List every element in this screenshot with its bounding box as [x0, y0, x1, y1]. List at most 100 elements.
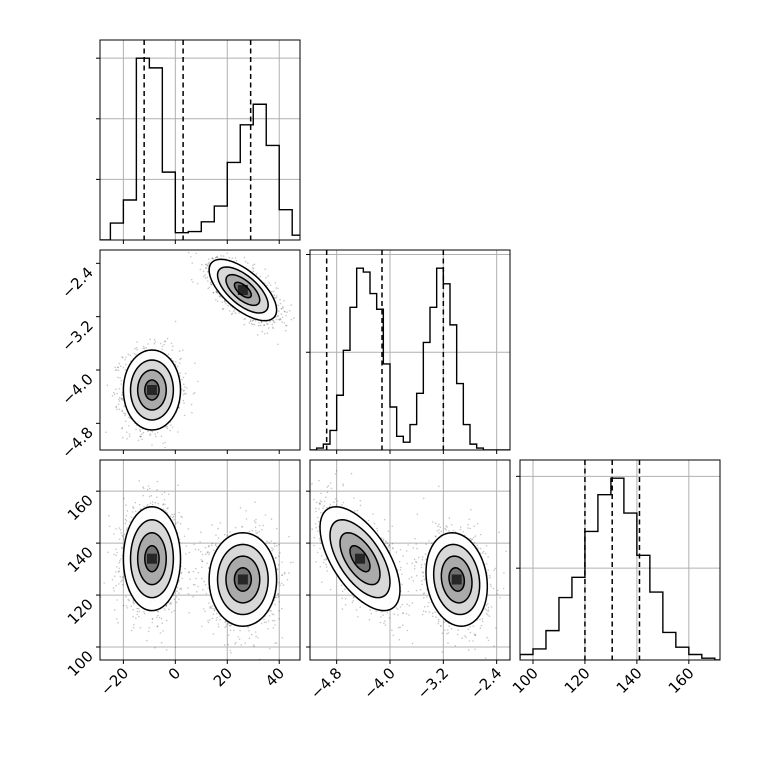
sample-point	[118, 408, 121, 411]
sample-point	[103, 582, 105, 584]
sample-point	[159, 342, 162, 345]
sample-point	[128, 416, 130, 419]
sample-point	[269, 648, 271, 650]
sample-point	[211, 524, 213, 526]
contour-line	[129, 518, 175, 599]
sample-point	[121, 579, 123, 581]
sample-point	[182, 376, 185, 379]
sample-point	[176, 590, 178, 592]
sample-point	[141, 438, 143, 441]
sample-point	[163, 498, 166, 501]
sample-point	[233, 310, 235, 313]
sample-point	[216, 256, 218, 258]
sample-point	[284, 311, 286, 313]
sample-point	[226, 252, 228, 254]
sample-point	[135, 617, 137, 619]
sample-point	[211, 257, 213, 260]
sample-point	[263, 621, 266, 624]
sample-point	[179, 522, 182, 525]
sample-point	[195, 252, 198, 255]
sample-point	[166, 337, 169, 340]
sample-point	[124, 518, 127, 521]
sample-point	[281, 321, 283, 323]
sample-point	[257, 324, 260, 327]
histogram-steps	[310, 267, 510, 450]
sample-point	[196, 282, 199, 285]
sample-point	[143, 347, 146, 350]
contour-line	[208, 258, 278, 322]
sample-point	[192, 570, 195, 573]
sample-point	[118, 570, 120, 572]
sample-point	[209, 619, 211, 621]
sample-point	[157, 614, 159, 617]
sample-point	[164, 609, 166, 611]
sample-point	[121, 398, 123, 401]
sample-point	[151, 618, 154, 620]
sample-point	[173, 518, 175, 521]
sample-point	[172, 360, 175, 363]
sample-point	[122, 399, 124, 401]
sample-point	[187, 587, 189, 589]
sample-point	[129, 521, 131, 523]
sample-point	[274, 624, 276, 626]
sample-point	[124, 420, 127, 423]
sample-point	[270, 610, 272, 612]
sample-point	[217, 527, 219, 530]
sample-point	[215, 290, 218, 292]
sample-point	[183, 414, 186, 417]
sample-point	[172, 515, 175, 518]
sample-point	[117, 621, 119, 624]
sample-point	[303, 300, 305, 302]
sample-point	[117, 366, 120, 369]
sample-point	[263, 324, 265, 327]
sample-point	[138, 503, 141, 506]
gridlines	[100, 40, 300, 240]
sample-point	[185, 545, 188, 547]
sample-point	[133, 602, 135, 605]
sample-point	[219, 618, 221, 621]
sample-point	[127, 598, 129, 601]
sample-point	[238, 312, 240, 314]
sample-point	[205, 263, 207, 266]
sample-point	[211, 257, 214, 260]
sample-point	[148, 627, 150, 629]
panel-frame	[99, 39, 301, 241]
sample-point	[169, 429, 171, 432]
sample-point	[252, 267, 255, 270]
sample-point	[188, 551, 191, 554]
sample-point	[201, 264, 203, 266]
scatter-p0-p1	[99, 249, 305, 451]
sample-point	[136, 607, 138, 610]
sample-point	[120, 379, 123, 382]
sample-point	[130, 605, 132, 607]
sample-point	[122, 366, 125, 369]
sample-point	[224, 302, 227, 305]
sample-point	[178, 579, 180, 582]
sample-point	[121, 547, 123, 550]
sample-point	[111, 579, 114, 581]
sample-point	[176, 431, 179, 433]
sample-point	[254, 501, 256, 504]
sample-point	[279, 298, 281, 301]
sample-point	[115, 369, 118, 371]
sample-point	[205, 553, 207, 555]
sample-point	[113, 533, 115, 535]
sample-point	[128, 435, 131, 438]
panel-background	[520, 460, 720, 660]
sample-point	[268, 327, 270, 329]
sample-point	[216, 300, 219, 303]
sample-point	[118, 538, 121, 540]
sample-point	[154, 341, 156, 343]
sample-point	[146, 639, 148, 642]
sample-point	[194, 392, 196, 394]
sample-point	[257, 637, 259, 639]
sample-point	[125, 595, 127, 598]
sample-point	[187, 251, 190, 254]
sample-point	[163, 607, 165, 610]
sample-point	[284, 329, 287, 332]
sample-point	[125, 605, 128, 607]
sample-point	[182, 393, 185, 396]
sample-point	[212, 291, 214, 294]
sample-point	[250, 323, 253, 325]
sample-point	[281, 316, 284, 319]
